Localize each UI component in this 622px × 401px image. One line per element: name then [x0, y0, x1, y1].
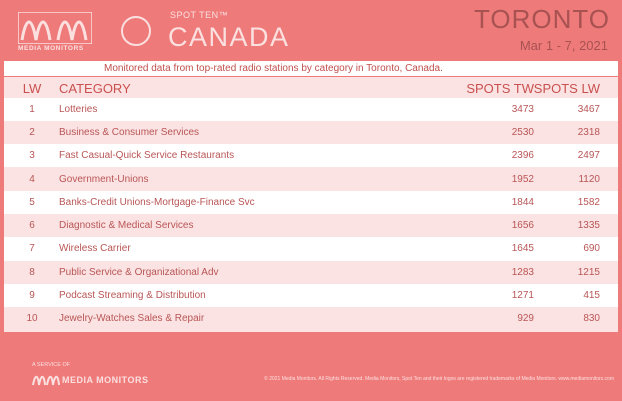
cell: Jewelry-Watches Sales & Repair [59, 313, 205, 325]
cell: 1215 [577, 266, 600, 278]
header-row: LW CATEGORY SPOTS TW SPOTS LW [4, 77, 618, 100]
service-label: A SERVICE OF [32, 362, 71, 368]
cell: 690 [583, 243, 600, 255]
badge-number: 10 [131, 28, 141, 37]
footer-brand: MEDIA MONITORS [62, 375, 149, 385]
cell: Lotteries [59, 103, 98, 115]
cell: Podcast Streaming & Distribution [59, 290, 206, 302]
date: Mar 1 - 7, 2021 [519, 38, 608, 53]
cell: 1 [29, 103, 35, 115]
table-row: 8 Public Service & Organizational Adv 1283… [4, 261, 618, 284]
cell: 1844 [511, 196, 534, 208]
cell: 1283 [511, 266, 534, 278]
cell: Wireless Carrier [59, 243, 131, 255]
table-row: 1 Lotteries 3473 3467 [4, 97, 618, 121]
cell: SPOTS TW [466, 81, 534, 97]
cell: 2530 [511, 126, 534, 138]
cell: 1120 [578, 173, 600, 185]
cell: 1582 [577, 196, 600, 208]
cell: LW [22, 81, 42, 97]
logo [18, 12, 92, 44]
cell: 5 [29, 196, 35, 208]
table-row: 10 Jewelry-Watches Sales & Repair 929 830 [4, 307, 618, 330]
cell: 1271 [511, 290, 534, 302]
cell: Public Service & Organizational Adv [59, 266, 219, 278]
cell: 3 [29, 150, 35, 162]
cell: Fast Casual-Quick Service Restaurants [59, 150, 235, 162]
cell: 7 [29, 243, 35, 255]
table-row: 3 Fast Casual-Quick Service Restaurants 23… [4, 144, 618, 168]
footer-logo [32, 375, 60, 386]
table-row: 6 Diagnostic & Medical Services 1656 1335 [4, 214, 618, 237]
cell: 2318 [577, 126, 600, 138]
country: CANADA [168, 22, 290, 52]
table-row: 2 Business & Consumer Services 2530 2318 [4, 121, 618, 144]
cell: Business & Consumer Services [59, 126, 200, 138]
cell: CATEGORY [59, 81, 131, 97]
copyright: © 2021 Media Monitors. All Rights Reserv… [264, 376, 614, 382]
cell: Diagnostic & Medical Services [59, 220, 194, 232]
table-row: 9 Podcast Streaming & Distribution 1271 415 [4, 283, 618, 308]
cell: SPOTS LW [533, 81, 600, 97]
table-row: 5 Banks-Credit Unions-Mortgage-Finance Sv… [4, 190, 618, 214]
cell: 1645 [511, 243, 534, 255]
cell: 3467 [577, 103, 600, 115]
cell: 6 [29, 220, 35, 232]
cell: 415 [583, 290, 600, 302]
cell: 9 [29, 290, 35, 302]
brand: MEDIA MONITORS [18, 45, 84, 52]
cell: 10 [26, 313, 38, 325]
badge: 10 [121, 16, 151, 46]
cell: 2497 [577, 150, 600, 162]
table-row: 4 Government-Unions 1952 1120 [4, 167, 618, 190]
cell: 830 [583, 313, 600, 325]
subtitle: Monitored data from top-rated radio stat… [4, 61, 618, 76]
cell: 1952 [511, 173, 534, 185]
table-row: 7 Wireless Carrier 1645 690 [4, 237, 618, 261]
cell: 3473 [511, 103, 534, 115]
city: TORONTO [473, 4, 610, 34]
cell: 1656 [511, 220, 534, 232]
program: SPOT TEN™ [170, 10, 229, 20]
cell: Government-Unions [59, 173, 149, 185]
cell: 2 [29, 126, 35, 138]
cell: 1335 [577, 220, 600, 232]
cell: 8 [29, 266, 35, 278]
cell: 2396 [511, 150, 534, 162]
table: LW CATEGORY SPOTS TW SPOTS LW 1 Lotteries 3473… [4, 77, 618, 332]
cell: Banks-Credit Unions-Mortgage-Finance Svc [59, 196, 255, 208]
cell: 4 [29, 173, 35, 185]
cell: 929 [517, 313, 534, 325]
